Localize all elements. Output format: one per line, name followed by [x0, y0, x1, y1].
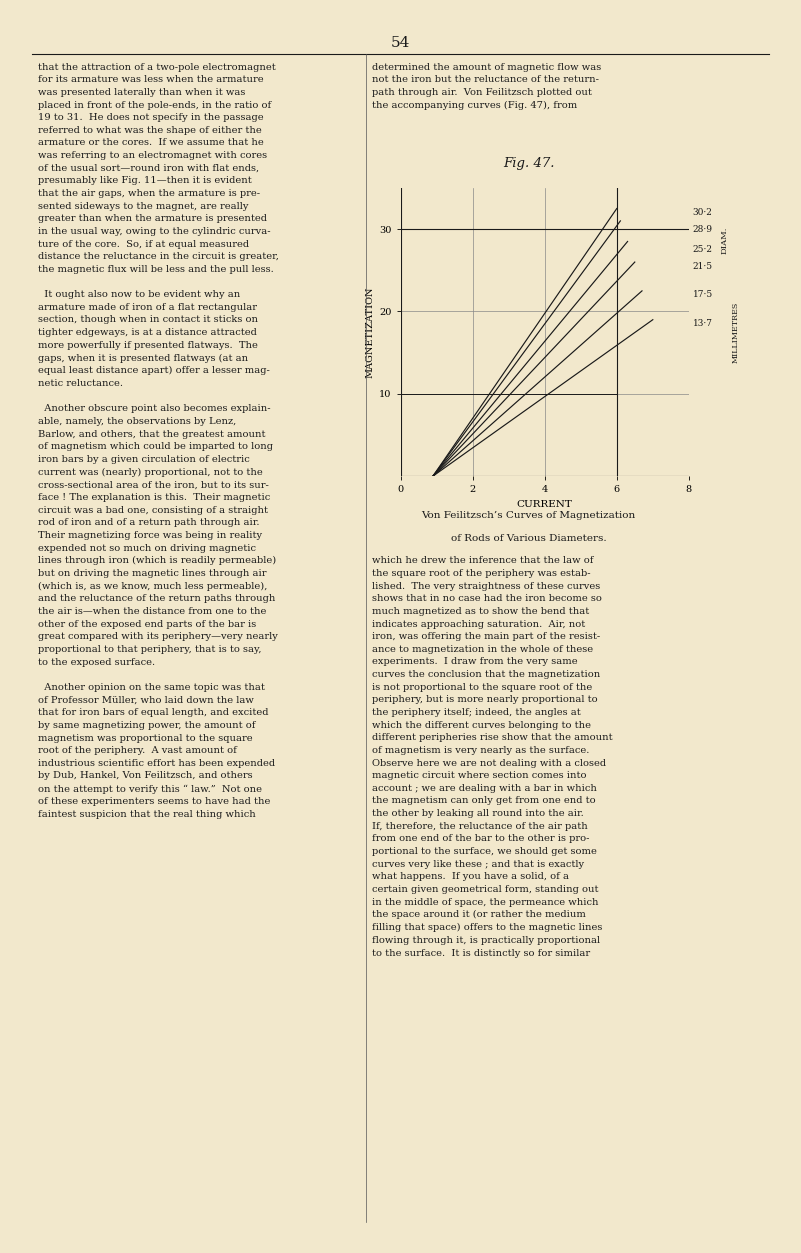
- Text: 21·5: 21·5: [693, 262, 713, 271]
- Text: which he drew the inference that the law of
the square root of the periphery was: which he drew the inference that the law…: [372, 556, 613, 957]
- Text: DIAM.: DIAM.: [721, 226, 729, 253]
- Text: 28·9: 28·9: [693, 224, 713, 233]
- Text: MILLIMETRES: MILLIMETRES: [731, 302, 739, 362]
- Text: 54: 54: [391, 35, 410, 50]
- X-axis label: CURRENT: CURRENT: [517, 500, 573, 509]
- Text: 13·7: 13·7: [693, 320, 713, 328]
- Text: Von Feilitzsch’s Curves of Magnetization: Von Feilitzsch’s Curves of Magnetization: [421, 511, 636, 520]
- Y-axis label: MAGNETIZATION: MAGNETIZATION: [366, 286, 375, 378]
- Text: determined the amount of magnetic flow was
not the iron but the reluctance of th: determined the amount of magnetic flow w…: [372, 63, 602, 110]
- Text: 25·2: 25·2: [693, 246, 713, 254]
- Text: of Rods of Various Diameters.: of Rods of Various Diameters.: [451, 534, 606, 543]
- Text: 30·2: 30·2: [693, 208, 713, 217]
- Text: Fig. 47.: Fig. 47.: [503, 157, 554, 169]
- Text: that the attraction of a two-pole electromagnet
for its armature was less when t: that the attraction of a two-pole electr…: [38, 63, 280, 819]
- Text: 17·5: 17·5: [693, 291, 713, 299]
